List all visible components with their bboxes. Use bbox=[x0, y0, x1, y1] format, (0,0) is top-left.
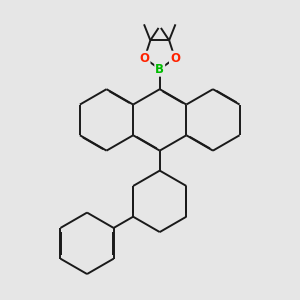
Text: O: O bbox=[140, 52, 149, 65]
Text: B: B bbox=[155, 63, 164, 76]
Text: O: O bbox=[170, 52, 180, 65]
